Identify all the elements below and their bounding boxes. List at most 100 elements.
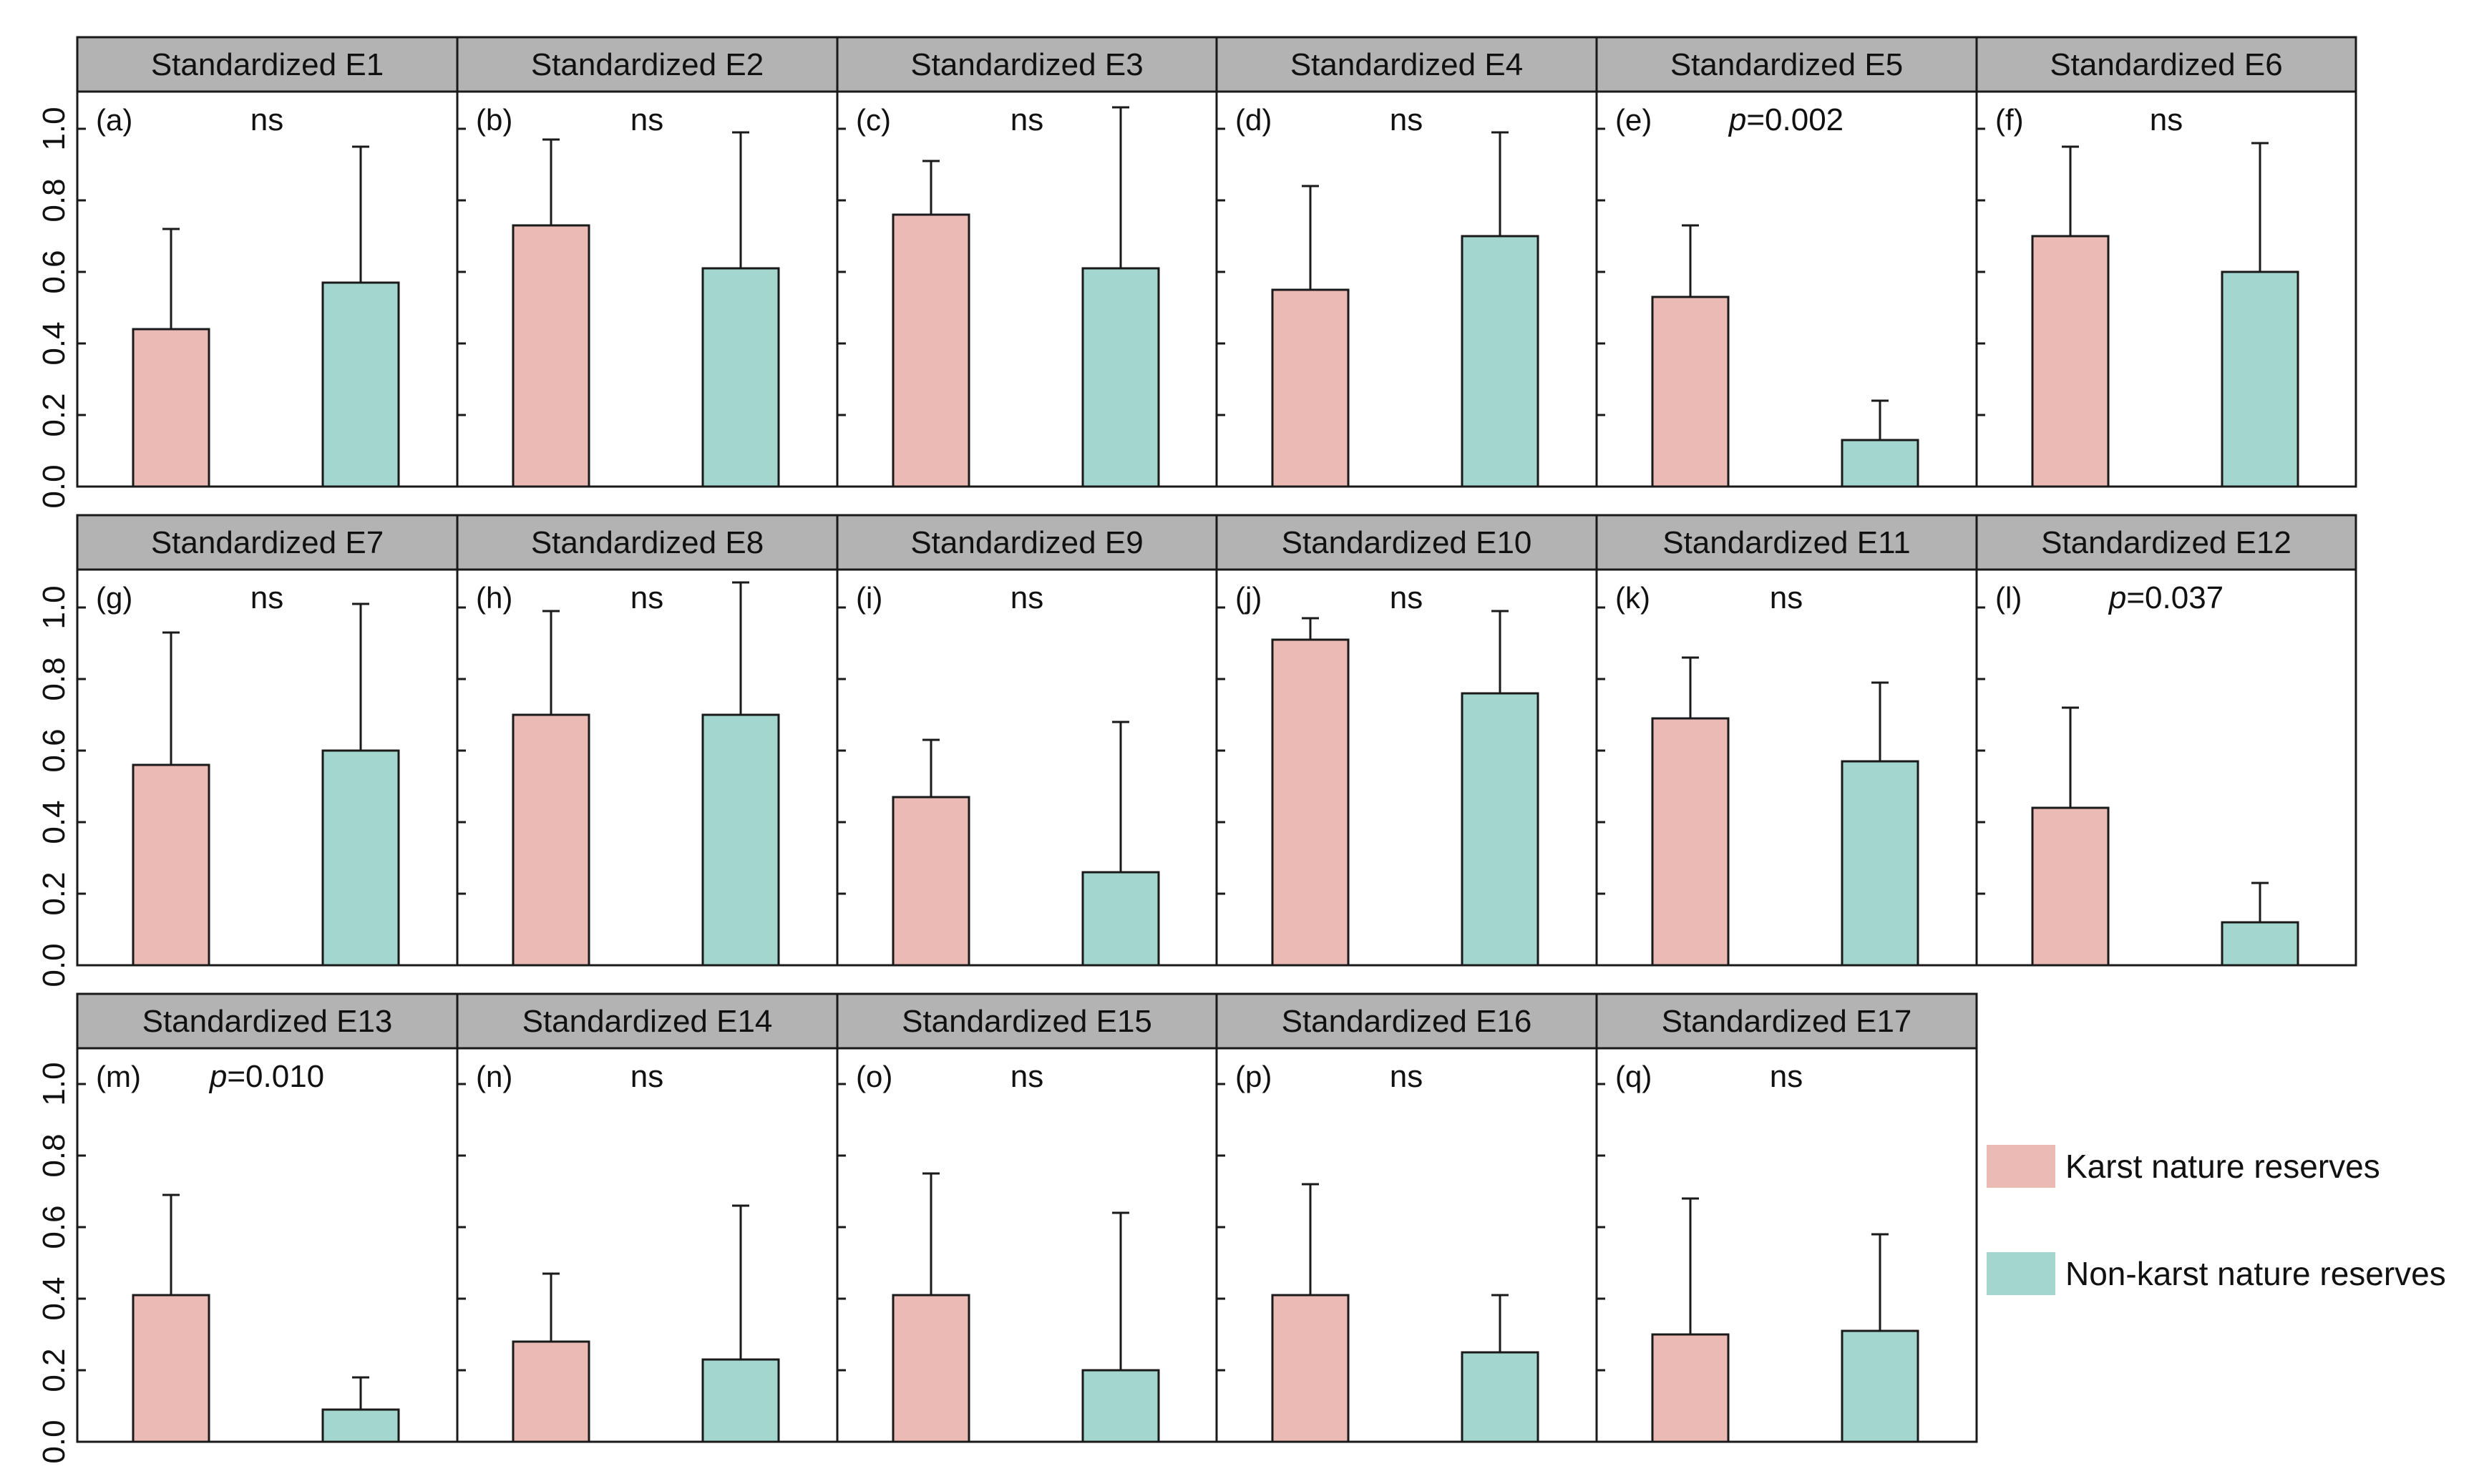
panel-e: Standardized E5 (e) p=0.002 bbox=[1595, 36, 1978, 488]
y-tick-label: 0.8 bbox=[36, 178, 72, 222]
bar-karst bbox=[1271, 288, 1350, 488]
panel-title: Standardized E7 bbox=[151, 525, 384, 560]
bar-nonkarst bbox=[1461, 1351, 1539, 1443]
panel-o: Standardized E15 (o) ns bbox=[836, 992, 1218, 1443]
significance-label: p=0.010 bbox=[208, 1059, 324, 1094]
panel-strip bbox=[456, 36, 839, 93]
bar-nonkarst bbox=[2221, 921, 2299, 967]
panel-title: Standardized E4 bbox=[1290, 47, 1523, 82]
panel-title: Standardized E13 bbox=[142, 1004, 393, 1039]
panel-strip bbox=[76, 992, 459, 1050]
y-tick-label: 0.4 bbox=[36, 800, 72, 844]
bar-karst bbox=[512, 224, 590, 488]
panel-label: (e) bbox=[1615, 103, 1652, 137]
bar-karst bbox=[1651, 296, 1730, 488]
bar-nonkarst bbox=[1841, 760, 1919, 967]
y-tick-label: 0.6 bbox=[36, 1205, 72, 1249]
y-tick-label: 0.2 bbox=[36, 1348, 72, 1392]
panel-title: Standardized E10 bbox=[1282, 525, 1532, 560]
significance-label: ns bbox=[250, 102, 283, 137]
bar-nonkarst bbox=[1081, 1369, 1160, 1443]
significance-label: ns bbox=[2150, 102, 2183, 137]
panel-title: Standardized E6 bbox=[2050, 47, 2282, 82]
y-tick-label: 0.4 bbox=[36, 321, 72, 365]
bar-nonkarst bbox=[701, 713, 780, 967]
y-tick-label: 1.0 bbox=[36, 585, 72, 629]
bar-karst bbox=[132, 763, 210, 967]
bar-nonkarst bbox=[701, 267, 780, 488]
significance-label: ns bbox=[1770, 1059, 1803, 1094]
significance-label: ns bbox=[250, 580, 283, 615]
panel-label: (b) bbox=[476, 103, 512, 137]
panel-q: Standardized E17 (q) ns bbox=[1595, 992, 1978, 1443]
legend-label-karst: Karst nature reserves bbox=[2065, 1148, 2380, 1185]
panel-k: Standardized E11 (k) ns bbox=[1595, 514, 1978, 967]
legend: Karst nature reserves Non-karst nature r… bbox=[1987, 1145, 2446, 1295]
panel-strip bbox=[1595, 36, 1978, 93]
panel-title: Standardized E5 bbox=[1670, 47, 1903, 82]
bar-nonkarst bbox=[2221, 270, 2299, 488]
bar-nonkarst bbox=[321, 749, 400, 967]
significance-label: ns bbox=[1390, 580, 1423, 615]
significance-label: ns bbox=[630, 580, 663, 615]
bar-karst bbox=[892, 213, 970, 488]
panel-label: (d) bbox=[1235, 103, 1272, 137]
panel-strip bbox=[1215, 992, 1598, 1050]
y-tick-label: 0.4 bbox=[36, 1276, 72, 1320]
significance-label: ns bbox=[1010, 580, 1043, 615]
panel-title: Standardized E3 bbox=[910, 47, 1143, 82]
panel-strip bbox=[456, 514, 839, 571]
y-tick-label: 0.0 bbox=[36, 943, 72, 987]
panel-label: (g) bbox=[96, 581, 132, 615]
y-tick-label: 0.8 bbox=[36, 657, 72, 700]
panel-title: Standardized E15 bbox=[902, 1004, 1152, 1039]
significance-label: ns bbox=[630, 102, 663, 137]
panel-strip bbox=[456, 992, 839, 1050]
bar-nonkarst bbox=[321, 1408, 400, 1443]
panel-strip bbox=[1975, 36, 2357, 93]
y-tick-label: 0.0 bbox=[36, 464, 72, 508]
chart-panels: Standardized E1 (a) ns Standardized E2 (b) ns… bbox=[76, 36, 2357, 1443]
bar-karst bbox=[892, 1294, 970, 1443]
significance-label: p=0.002 bbox=[1728, 102, 1843, 137]
bar-karst bbox=[1651, 717, 1730, 967]
legend-swatch-non-karst bbox=[1987, 1252, 2055, 1295]
bar-karst bbox=[2031, 235, 2110, 488]
panel-p: Standardized E16 (p) ns bbox=[1215, 992, 1598, 1443]
y-tick-label: 0.2 bbox=[36, 872, 72, 915]
significance-label: ns bbox=[1010, 102, 1043, 137]
panel-a: Standardized E1 (a) ns bbox=[76, 36, 459, 488]
bar-nonkarst bbox=[701, 1358, 780, 1443]
panel-label: (l) bbox=[1995, 581, 2022, 615]
legend-label-non-karst: Non-karst nature reserves bbox=[2065, 1255, 2446, 1292]
panel-m: Standardized E13(m) p=0.010 bbox=[76, 992, 459, 1443]
panel-title: Standardized E2 bbox=[531, 47, 764, 82]
y-tick-label: 0.8 bbox=[36, 1133, 72, 1177]
panel-label: (i) bbox=[856, 581, 882, 615]
bar-nonkarst bbox=[321, 281, 400, 488]
panel-d: Standardized E4 (d) ns bbox=[1215, 36, 1598, 488]
panel-title: Standardized E9 bbox=[910, 525, 1143, 560]
panel-strip bbox=[76, 514, 459, 571]
panel-c: Standardized E3 (c) ns bbox=[836, 36, 1218, 488]
panel-label: (a) bbox=[96, 103, 132, 137]
panel-label: (c) bbox=[856, 103, 891, 137]
panel-label: (f) bbox=[1995, 103, 2024, 137]
bar-karst bbox=[1271, 638, 1350, 967]
panel-label: (p) bbox=[1235, 1060, 1272, 1093]
bar-karst bbox=[512, 1340, 590, 1443]
panel-strip bbox=[1595, 992, 1978, 1050]
y-tick-label: 1.0 bbox=[36, 107, 72, 150]
bar-karst bbox=[2031, 806, 2110, 967]
panel-frame bbox=[1975, 568, 2357, 967]
significance-label: ns bbox=[1010, 1059, 1043, 1094]
panel-strip bbox=[76, 36, 459, 93]
bar-karst bbox=[1271, 1294, 1350, 1443]
panel-title: Standardized E14 bbox=[522, 1004, 773, 1039]
panel-title: Standardized E16 bbox=[1282, 1004, 1532, 1039]
bar-karst bbox=[512, 713, 590, 967]
bar-karst bbox=[132, 328, 210, 488]
panel-n: Standardized E14 (n) ns bbox=[456, 992, 839, 1443]
bar-nonkarst bbox=[1841, 1329, 1919, 1443]
